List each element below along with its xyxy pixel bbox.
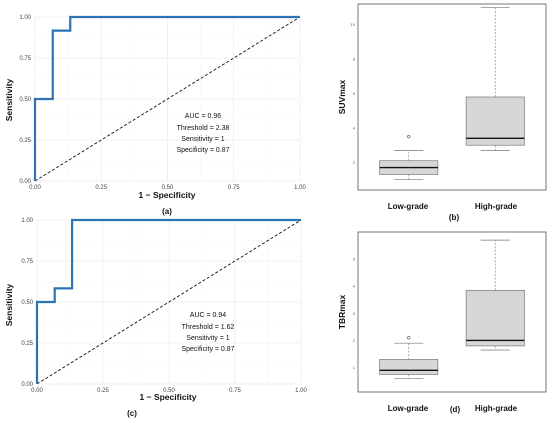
boxes-b xyxy=(379,7,525,181)
y-tick-labels-c: 0.00 0.25 0.50 0.75 1.00 xyxy=(21,218,33,388)
box-high-grade xyxy=(465,7,525,151)
roc-curve-a xyxy=(33,15,300,181)
y-tick-label: 0.75 xyxy=(19,56,31,62)
x-tick-label: 1.00 xyxy=(294,185,306,191)
y-tick-label: 1.00 xyxy=(21,218,33,224)
outlier-point xyxy=(407,336,411,340)
y-tick-label: 0.50 xyxy=(21,300,33,306)
y-tick-label: 3 xyxy=(353,311,356,316)
box-iqr xyxy=(465,289,525,347)
x-tick-labels-a: 0.00 0.25 0.50 0.75 1.00 xyxy=(29,185,306,191)
x-tick-label: 0.25 xyxy=(95,185,107,191)
box-iqr xyxy=(465,96,525,146)
box-low-grade xyxy=(379,336,439,379)
y-tick-labels-a: 0.00 0.25 0.50 0.75 1.00 xyxy=(19,15,31,185)
panel-label-d: (d) xyxy=(450,405,461,414)
y-tick-label: 0.25 xyxy=(19,138,31,144)
y-tick-label: 2 xyxy=(353,160,356,165)
y-axis-title-b: SUVmax xyxy=(337,79,347,114)
panel-label-b: (b) xyxy=(449,213,460,222)
x-tick-label: 0.50 xyxy=(162,185,174,191)
x-tick-label: 0.75 xyxy=(229,388,241,394)
category-label-low-grade-b: Low-grade xyxy=(388,202,429,211)
box-panel-b: 2 4 6 8 10 SUVmax Low-grade High-grade (b) xyxy=(318,0,550,225)
roc-curve-c xyxy=(35,218,301,384)
x-tick-label: 0.25 xyxy=(97,388,109,394)
x-axis-title-c: 1 − Specificity xyxy=(140,392,197,402)
x-tick-label: 0.00 xyxy=(29,185,41,191)
roc-panel-c: 0.00 0.25 0.50 0.75 1.00 0.00 0.25 0.50 0.75 1.0… xyxy=(0,210,310,423)
panel-label-a: (a) xyxy=(162,207,172,216)
box-chart-d: 1 2 3 4 5 TBRmax Low-grade (d) High-grade xyxy=(337,231,547,414)
boxes-d xyxy=(379,239,525,379)
y-tick-label: 1.00 xyxy=(19,15,31,21)
x-tick-labels-c: 0.00 0.25 0.50 0.75 1.00 xyxy=(31,388,307,394)
y-tick-label: 6 xyxy=(353,91,356,96)
annotation-threshold-a: Threshold = 2.38 xyxy=(177,125,230,132)
annotation-threshold-c: Threshold = 1.62 xyxy=(182,324,235,331)
x-tick-label: 0.75 xyxy=(228,185,240,191)
panel-label-c: (c) xyxy=(127,409,137,418)
y-tick-label: 0.50 xyxy=(19,97,31,103)
box-low-grade xyxy=(379,135,439,181)
annotation-sensitivity-c: Sensitivity = 1 xyxy=(186,335,229,342)
y-tick-label: 10 xyxy=(351,22,356,27)
x-tick-label: 1.00 xyxy=(295,388,307,394)
y-tick-labels-b: 2 4 6 8 10 xyxy=(351,22,356,165)
y-tick-labels-d: 1 2 3 4 5 xyxy=(353,257,356,370)
diagonal-reference-c xyxy=(36,219,302,385)
y-tick-label: 2 xyxy=(353,338,356,343)
category-label-high-grade-b: High-grade xyxy=(475,202,518,211)
y-tick-label: 5 xyxy=(353,257,356,262)
roc-panel-a: 0.00 0.25 0.50 0.75 1.00 0.00 0.25 0.50 0.75 1.0… xyxy=(0,0,310,218)
annotation-specificity-a: Specificity = 0.87 xyxy=(176,147,229,154)
annotation-specificity-c: Specificity = 0.87 xyxy=(181,346,234,353)
annotation-auc-a: AUC = 0.96 xyxy=(185,113,221,120)
y-tick-label: 1 xyxy=(353,365,356,370)
box-chart-b: 2 4 6 8 10 SUVmax Low-grade High-grade (b) xyxy=(337,3,547,222)
annotation-sensitivity-a: Sensitivity = 1 xyxy=(181,136,224,143)
x-tick-label: 0.00 xyxy=(31,388,43,394)
category-label-low-grade-d: Low-grade xyxy=(388,404,429,413)
y-tick-label: 0.00 xyxy=(21,382,33,388)
y-axis-title-a: Sensitivity xyxy=(4,78,14,121)
x-axis-title-a: 1 − Specificity xyxy=(139,190,196,200)
box-high-grade xyxy=(465,239,525,351)
roc-chart-c: 0.00 0.25 0.50 0.75 1.00 0.00 0.25 0.50 0.75 1.0… xyxy=(4,218,307,418)
y-tick-label: 0.00 xyxy=(19,179,31,185)
y-tick-label: 4 xyxy=(353,284,356,289)
outlier-point xyxy=(407,135,411,139)
roc-chart-a: 0.00 0.25 0.50 0.75 1.00 0.00 0.25 0.50 0.75 1.0… xyxy=(4,15,306,216)
y-axis-title-c: Sensitivity xyxy=(4,283,14,326)
category-label-high-grade-d: High-grade xyxy=(475,404,518,413)
y-tick-label: 0.75 xyxy=(21,259,33,265)
annotation-auc-c: AUC = 0.94 xyxy=(190,312,226,319)
box-panel-d: 1 2 3 4 5 TBRmax Low-grade (d) High-grade xyxy=(318,228,550,423)
y-tick-label: 4 xyxy=(353,126,356,131)
y-tick-label: 0.25 xyxy=(21,341,33,347)
y-axis-title-d: TBRmax xyxy=(337,294,347,329)
y-tick-label: 8 xyxy=(353,57,356,62)
x-tick-label: 0.50 xyxy=(163,388,175,394)
diagonal-reference-a xyxy=(34,16,301,182)
box-iqr xyxy=(379,359,439,375)
